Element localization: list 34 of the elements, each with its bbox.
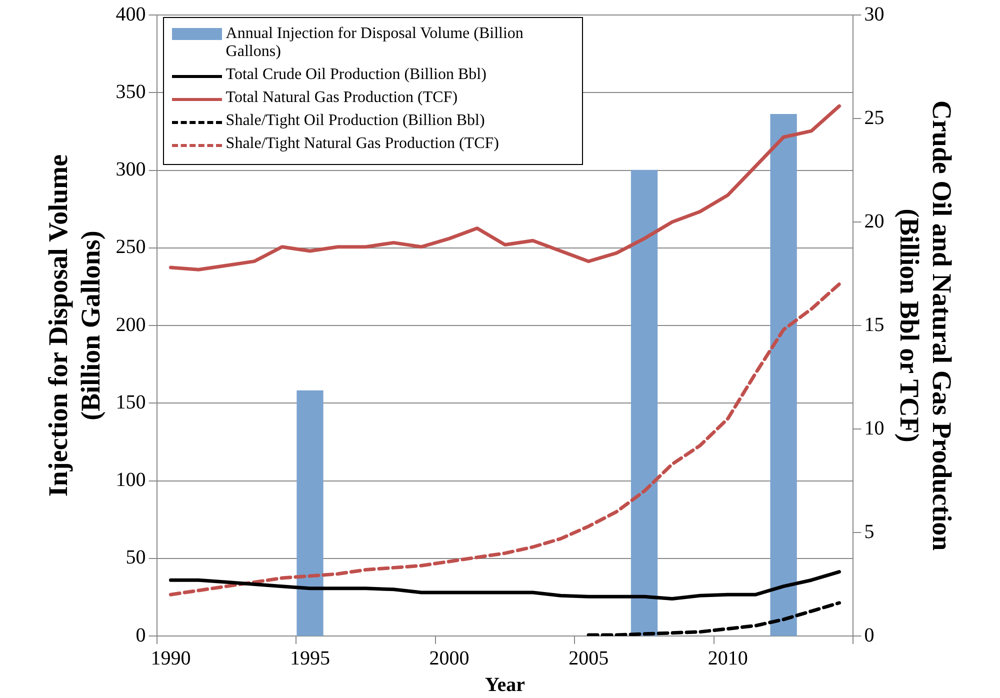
legend-label: Annual Injection for Disposal Volume (Billion Gallons) xyxy=(226,25,524,61)
x-tick-label: 2010 xyxy=(708,647,748,670)
legend-label: Total Crude Oil Production (Billion Bbl) xyxy=(226,66,486,84)
bar xyxy=(770,114,797,636)
y2-tick-label: 20 xyxy=(864,210,884,232)
legend-label: Total Natural Gas Production (TCF) xyxy=(226,89,458,107)
y-tick-label: 50 xyxy=(126,546,146,569)
y-tick-label: 300 xyxy=(116,158,146,180)
line-series xyxy=(586,601,842,636)
y-tick-label: 250 xyxy=(116,236,146,258)
bar xyxy=(630,170,658,636)
y-tick-label: 150 xyxy=(116,391,146,414)
legend-label: Shale/Tight Natural Gas Production (TCF) xyxy=(226,135,499,153)
y-tick-label: 350 xyxy=(116,80,146,103)
x-axis-title: Year xyxy=(485,674,526,696)
bar xyxy=(296,390,324,636)
x-tick-label: 1995 xyxy=(290,647,330,670)
y2-tick-label: 15 xyxy=(864,314,884,336)
y-tick-label: 200 xyxy=(116,314,146,336)
y-axis-title: Injection for Disposal Volume (Billion Gallons) xyxy=(43,154,106,497)
y2-tick-label: 10 xyxy=(864,417,884,440)
x-tick-label: 1990 xyxy=(150,647,191,670)
x-tick-label: 2000 xyxy=(429,647,470,670)
y-tick-label: 0 xyxy=(136,624,146,646)
y2-tick-label: 5 xyxy=(864,520,874,543)
y2-tick-label: 25 xyxy=(864,106,884,129)
y2-tick-label: 30 xyxy=(864,3,884,26)
y-tick-label: 100 xyxy=(116,469,146,491)
legend-label: Shale/Tight Oil Production (Billion Bbl) xyxy=(226,112,485,130)
y2-axis-title: Crude Oil and Natural Gas Production (Billion Bbl or TCF) xyxy=(894,100,957,551)
x-tick-label: 2005 xyxy=(568,647,609,670)
line-series xyxy=(168,282,842,596)
y2-tick-label: 0 xyxy=(864,624,874,646)
y-tick-label: 400 xyxy=(116,3,146,26)
